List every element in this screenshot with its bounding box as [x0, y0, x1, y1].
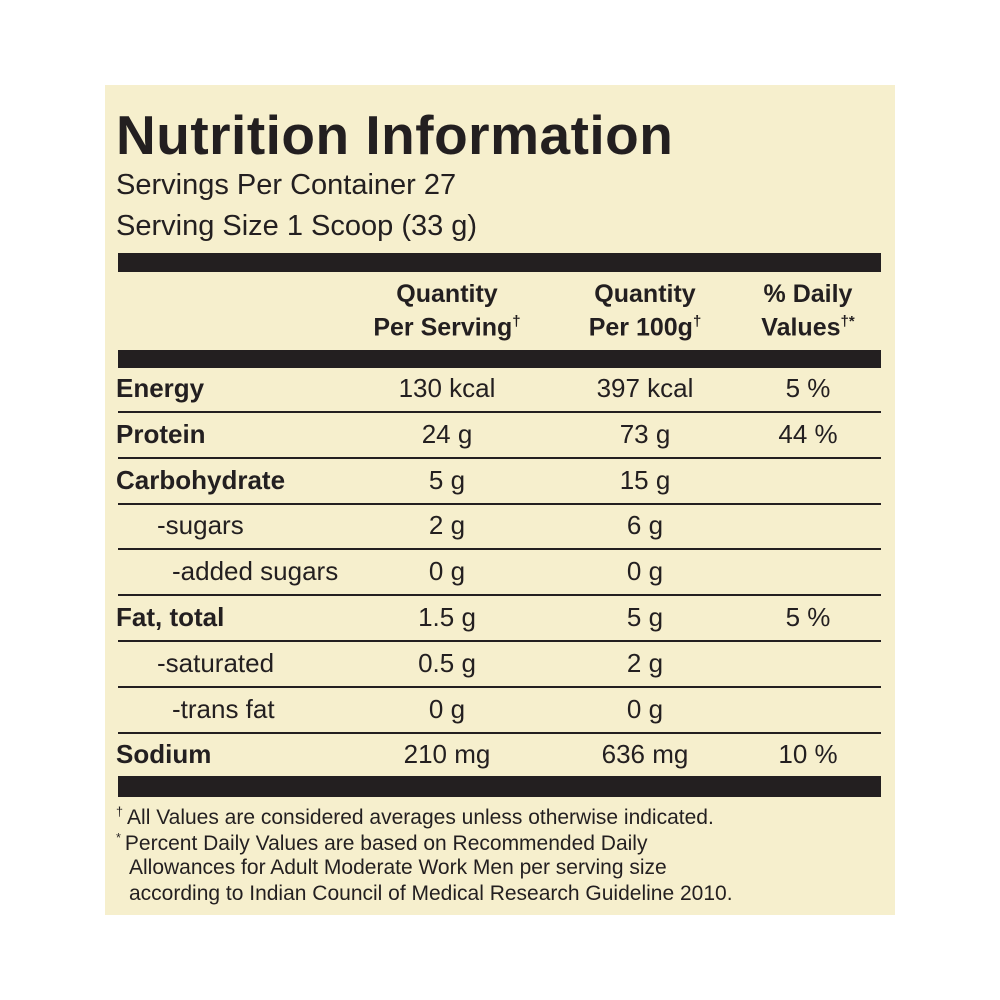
column-header-mark: †	[692, 313, 702, 330]
row-value: 130 kcal	[398, 373, 496, 403]
row-label: -trans fat	[172, 693, 275, 724]
column-header: % Daily	[658, 282, 958, 307]
row-rule	[118, 548, 881, 551]
row-rule	[118, 411, 881, 413]
row-rule	[118, 640, 881, 642]
thick-bar	[118, 253, 881, 272]
column-header-mark: †*	[840, 313, 855, 330]
row-rule	[118, 456, 881, 459]
row-value: 15 g	[619, 464, 671, 495]
footnote-text: Percent Daily Values are based on Recomm…	[124, 831, 648, 855]
row-value: 636 mg	[601, 739, 689, 770]
row-label: -added sugars	[172, 556, 339, 587]
row-value: 210 mg	[403, 739, 491, 770]
column-header-text: Values	[761, 313, 841, 342]
row-label: Carbohydrate	[116, 464, 286, 495]
row-value: 44 %	[778, 418, 838, 449]
servings: Servings Per Container 27	[116, 169, 457, 201]
column-header: Quantity	[495, 282, 795, 307]
column-header-text: Per Serving	[373, 313, 513, 342]
row-value: 24 g	[421, 418, 473, 449]
column-header-text: Quantity	[594, 280, 696, 308]
row-label: Energy	[116, 373, 205, 403]
row-rule	[118, 685, 881, 688]
footnote: Allowances for Adult Moderate Work Men p…	[129, 857, 667, 878]
row-label: Sodium	[116, 739, 212, 770]
column-header: Quantity	[297, 282, 597, 307]
row-value: 0 g	[428, 693, 466, 724]
column-header-text: % Daily	[763, 280, 853, 308]
row-value: 2 g	[626, 647, 664, 678]
column-header: Values†*	[658, 314, 958, 340]
column-header: Per 100g†	[495, 314, 795, 340]
row-value: 0 g	[626, 693, 664, 724]
row-label: Fat, total	[116, 602, 225, 632]
row-value: 5 g	[626, 602, 664, 632]
row-value: 5 %	[785, 602, 831, 632]
column-header: Per Serving†	[297, 314, 597, 340]
row-label: -saturated	[157, 647, 275, 678]
title: Nutrition Information	[116, 104, 674, 166]
row-value: 5 g	[428, 464, 466, 495]
row-value: 2 g	[428, 510, 466, 541]
row-value: 0 g	[428, 556, 466, 587]
footnote-mark: †	[116, 805, 124, 819]
row-value: 10 %	[778, 739, 838, 770]
footnote: according to Indian Council of Medical R…	[129, 883, 733, 904]
footnote: * Percent Daily Values are based on Recom…	[116, 830, 648, 855]
row-value: 0 g	[626, 556, 664, 587]
thick-bar	[118, 776, 881, 797]
row-rule	[118, 594, 881, 597]
footnote-mark: *	[116, 830, 121, 845]
footnote-text: according to Indian Council of Medical R…	[129, 881, 733, 905]
row-value: 6 g	[626, 510, 664, 541]
row-value: 397 kcal	[596, 373, 694, 403]
column-header-text: Per 100g	[588, 313, 693, 342]
row-value: 5 %	[785, 373, 831, 403]
row-rule	[118, 502, 881, 505]
footnote-text: All Values are considered averages unles…	[127, 806, 714, 829]
serving-size: Serving Size 1 Scoop (33 g)	[116, 210, 478, 242]
column-header-text: Quantity	[396, 280, 498, 308]
thick-bar	[118, 350, 881, 368]
footnote-text: Allowances for Adult Moderate Work Men p…	[129, 856, 667, 879]
row-value: 73 g	[619, 418, 671, 449]
footnote: † All Values are considered averages unle…	[116, 806, 714, 828]
column-header-mark: †	[512, 313, 521, 330]
row-label: Protein	[116, 418, 206, 449]
row-value: 0.5 g	[418, 647, 476, 678]
row-rule	[118, 731, 881, 734]
row-value: 1.5 g	[418, 602, 476, 632]
row-label: -sugars	[157, 510, 244, 541]
